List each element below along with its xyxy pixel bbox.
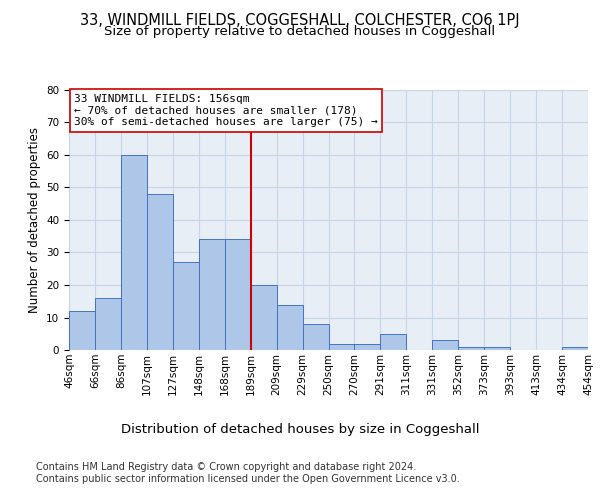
Bar	[458, 347, 484, 350]
Bar	[121, 155, 147, 350]
Bar	[251, 285, 277, 350]
Bar	[355, 344, 380, 350]
Text: 33 WINDMILL FIELDS: 156sqm
← 70% of detached houses are smaller (178)
30% of sem: 33 WINDMILL FIELDS: 156sqm ← 70% of deta…	[74, 94, 378, 127]
Bar	[225, 240, 251, 350]
Bar	[173, 262, 199, 350]
Text: Contains HM Land Registry data © Crown copyright and database right 2024.
Contai: Contains HM Land Registry data © Crown c…	[36, 462, 460, 484]
Bar	[302, 324, 329, 350]
Bar	[277, 304, 302, 350]
Bar	[562, 347, 588, 350]
Y-axis label: Number of detached properties: Number of detached properties	[28, 127, 41, 313]
Text: Size of property relative to detached houses in Coggeshall: Size of property relative to detached ho…	[104, 25, 496, 38]
Bar	[380, 334, 406, 350]
Bar	[433, 340, 458, 350]
Bar	[484, 347, 510, 350]
Text: Distribution of detached houses by size in Coggeshall: Distribution of detached houses by size …	[121, 422, 479, 436]
Bar	[95, 298, 121, 350]
Bar	[147, 194, 173, 350]
Text: 33, WINDMILL FIELDS, COGGESHALL, COLCHESTER, CO6 1PJ: 33, WINDMILL FIELDS, COGGESHALL, COLCHES…	[80, 12, 520, 28]
Bar	[329, 344, 355, 350]
Bar	[69, 311, 95, 350]
Bar	[199, 240, 224, 350]
